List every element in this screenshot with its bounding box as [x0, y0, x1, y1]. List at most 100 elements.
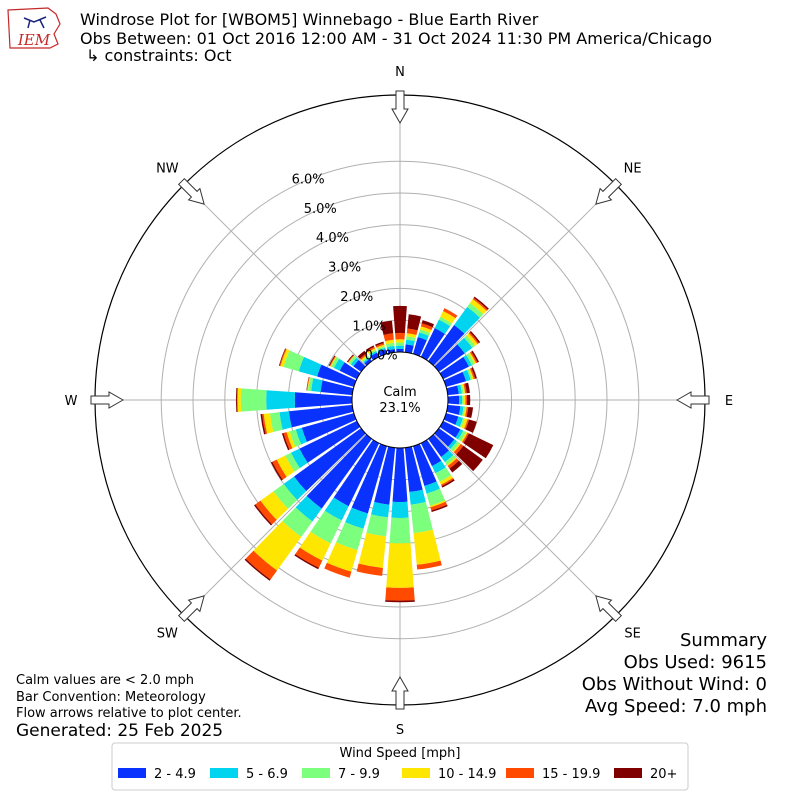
bar-segment-270-5 — [235, 387, 238, 413]
bar-segment-250-2 — [289, 429, 302, 448]
bar-segment-350-4 — [383, 333, 394, 342]
direction-arrow-s — [391, 675, 409, 710]
direction-labels: N NE E SE S SW W NW — [65, 65, 734, 738]
radial-tick-labels: 0.0% 1.0% 2.0% 3.0% 4.0% 5.0% 6.0% — [292, 172, 398, 363]
bar-segment-300-5 — [328, 355, 336, 366]
direction-label-n: N — [395, 65, 405, 80]
bar-segment-300-3 — [330, 356, 337, 367]
radial-tick-label: 1.0% — [352, 319, 385, 334]
radial-tick-label: 0.0% — [365, 349, 398, 364]
bar-segment-30-4 — [443, 308, 458, 319]
bar-segment-60-1 — [463, 355, 472, 367]
bar-segment-30-0 — [420, 328, 445, 361]
bar-segment-280-2 — [307, 377, 314, 391]
bar-segment-10-5 — [407, 314, 422, 331]
bar-segment-310-4 — [347, 355, 355, 363]
radial-tick-label: 5.0% — [304, 202, 337, 217]
bar-segment-40-5 — [473, 296, 489, 310]
bar-segment-10-0 — [404, 344, 414, 354]
bar-segment-180-1 — [391, 501, 409, 518]
bar-segment-350-5 — [380, 320, 394, 335]
bar-segment-130-0 — [434, 428, 455, 447]
direction-arrow-w — [90, 391, 125, 409]
bar-segment-180-0 — [392, 447, 408, 503]
bar-segment-260-3 — [263, 413, 274, 434]
chart-constraints: ↳ constraints: Oct — [86, 46, 232, 65]
bar-segment-210-5 — [294, 554, 319, 570]
bar-segment-50-3 — [466, 333, 478, 346]
legend-title: Wind Speed [mph] — [340, 746, 461, 761]
logo-text: IEM — [17, 31, 51, 49]
bar-segment-140-1 — [441, 450, 454, 463]
bar-segment-150-4 — [440, 477, 454, 487]
bar-segment-100-0 — [446, 404, 461, 415]
legend-label: 15 - 19.9 — [542, 767, 600, 782]
bar-segment-150-1 — [431, 460, 446, 474]
bar-segment-0-4 — [395, 332, 405, 340]
bar-segment-310-3 — [348, 355, 355, 363]
bar-segment-0-5 — [393, 305, 407, 334]
bar-convention-footnote: Bar Convention: Meteorology — [16, 690, 206, 705]
bar-segment-40-1 — [454, 306, 481, 334]
bar-segment-240-1 — [290, 448, 308, 469]
bar-segment-130-3 — [452, 442, 461, 453]
summary-avg-speed: Avg Speed: 7.0 mph — [585, 696, 767, 717]
iem-logo: IEM — [7, 7, 61, 49]
bar-segment-110-5 — [465, 419, 477, 433]
bar-segment-340-1 — [377, 347, 386, 352]
bar-segment-190-2 — [366, 514, 389, 537]
bar-segment-260-4 — [262, 413, 268, 435]
bar-segment-280-3 — [307, 377, 311, 391]
bar-segment-140-2 — [444, 454, 456, 465]
bar-segment-230-3 — [260, 491, 289, 520]
grid-spoke — [433, 183, 617, 367]
direction-label-w: W — [65, 394, 78, 409]
chart-title: Windrose Plot for [WBOM5] Winnebago - Bl… — [80, 10, 539, 29]
bar-segment-340-2 — [377, 346, 386, 351]
bar-segment-220-4 — [245, 550, 278, 580]
radial-tick-label: 4.0% — [316, 231, 349, 246]
bar-segment-170-4 — [416, 560, 442, 570]
bar-segment-250-5 — [281, 432, 290, 451]
direction-arrow-se — [595, 595, 623, 623]
bar-segment-290-4 — [279, 348, 287, 367]
bar-segment-310-2 — [348, 355, 357, 365]
bar-segment-190-1 — [371, 502, 390, 518]
bar-segment-30-1 — [434, 319, 451, 334]
bar-segment-160-3 — [429, 500, 446, 508]
bar-segment-250-1 — [295, 427, 307, 445]
bar-segment-190-3 — [358, 532, 387, 568]
bar-segment-50-5 — [469, 331, 481, 344]
bar-segment-200-0 — [351, 443, 387, 514]
bar-segment-240-3 — [276, 455, 295, 478]
bar-segment-130-1 — [448, 439, 457, 449]
bar-segment-170-0 — [404, 446, 423, 493]
legend-item: 15 - 19.9 — [506, 767, 600, 782]
bar-segment-140-0 — [428, 434, 449, 457]
bar-segment-330-0 — [370, 352, 380, 361]
bar-segment-330-5 — [365, 345, 375, 352]
bar-segment-60-5 — [471, 350, 479, 363]
calm-value: 23.1% — [379, 401, 420, 416]
bar-segment-260-5 — [260, 414, 266, 435]
bar-segment-50-0 — [434, 344, 465, 372]
legend-swatch — [402, 768, 430, 778]
radial-tick-label: 3.0% — [328, 261, 361, 276]
bar-segment-10-4 — [406, 328, 418, 335]
bar-segment-20-0 — [413, 336, 427, 357]
bar-segment-50-2 — [464, 335, 476, 348]
legend-label: 7 - 9.9 — [338, 767, 380, 782]
legend-item: 2 - 4.9 — [118, 767, 196, 782]
bar-segment-210-3 — [299, 531, 331, 561]
direction-arrow-ne — [595, 177, 623, 205]
bar-segment-310-0 — [353, 359, 366, 372]
bar-segment-50-1 — [457, 337, 473, 354]
legend-box — [111, 742, 689, 791]
bar-segment-120-4 — [462, 432, 469, 444]
bar-segment-180-5 — [385, 600, 415, 603]
grid-spoke — [183, 183, 367, 367]
direction-label-nw: NW — [156, 161, 179, 176]
bar-segment-290-3 — [280, 349, 290, 368]
bar-segment-20-3 — [420, 326, 432, 334]
bar-segment-140-3 — [446, 457, 457, 467]
